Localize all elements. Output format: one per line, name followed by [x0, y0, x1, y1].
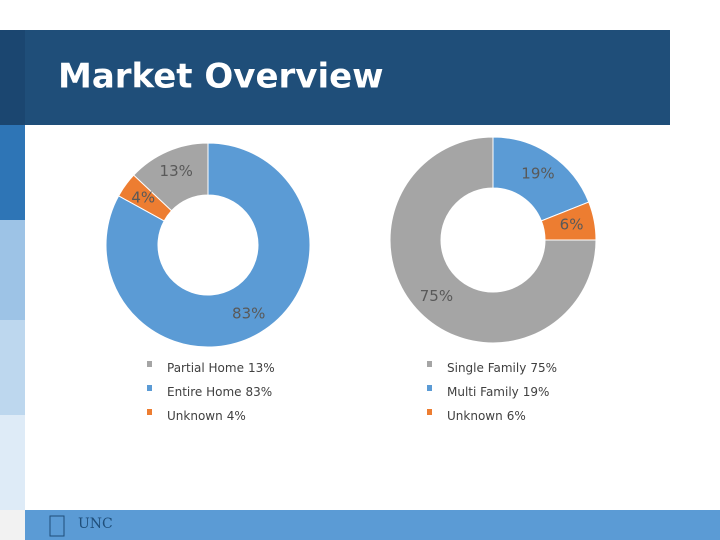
legend-entry: Single Family 75%	[447, 361, 557, 375]
legend-name: Entire Home	[167, 385, 242, 399]
legend-value: 19%	[523, 385, 550, 399]
legend-name: Partial Home	[167, 361, 244, 375]
data-label: 4%	[131, 188, 155, 206]
header-band	[0, 30, 670, 125]
legend-entry: Partial Home 13%	[167, 361, 275, 375]
footer-corner	[0, 510, 25, 540]
legend-marker	[427, 361, 432, 367]
logo: UNC	[78, 516, 113, 532]
data-label: 75%	[420, 287, 453, 305]
legend-marker	[427, 385, 432, 391]
data-label: 13%	[160, 162, 193, 180]
legend-value: 4%	[227, 409, 246, 423]
slice	[389, 136, 597, 344]
data-label: 19%	[521, 164, 554, 182]
legend-name: Single Family	[447, 361, 526, 375]
legend-entry: Unknown 4%	[167, 409, 246, 423]
slide-title: Market Overview	[58, 57, 384, 97]
legend-marker	[147, 361, 152, 367]
legend-name: Unknown	[447, 409, 503, 423]
side-block	[0, 320, 25, 415]
slice	[105, 142, 311, 348]
slice	[540, 201, 597, 241]
legend-entry: Multi Family 19%	[447, 385, 549, 399]
side-block	[0, 220, 25, 320]
side-block	[0, 125, 25, 220]
legend-marker	[147, 409, 152, 415]
charts: 13%Partial Home 13%83%Entire Home 83%4%Unk…	[105, 136, 597, 423]
data-label: 6%	[560, 216, 584, 234]
legend-marker	[147, 385, 152, 391]
side-block	[0, 30, 25, 125]
legend-name: Unknown	[167, 409, 223, 423]
legend-name: Multi Family	[447, 385, 519, 399]
logo-icon	[49, 515, 65, 537]
legend-value: 75%	[530, 361, 557, 375]
legend-marker	[427, 409, 432, 415]
footer-band	[25, 510, 720, 540]
legend-entry: Entire Home 83%	[167, 385, 272, 399]
data-label: 83%	[232, 304, 265, 322]
legend-entry: Unknown 6%	[447, 409, 526, 423]
side-block	[0, 415, 25, 510]
legend-value: 83%	[246, 385, 273, 399]
slice	[117, 174, 173, 222]
legend-value: 6%	[507, 409, 526, 423]
legend-value: 13%	[248, 361, 275, 375]
